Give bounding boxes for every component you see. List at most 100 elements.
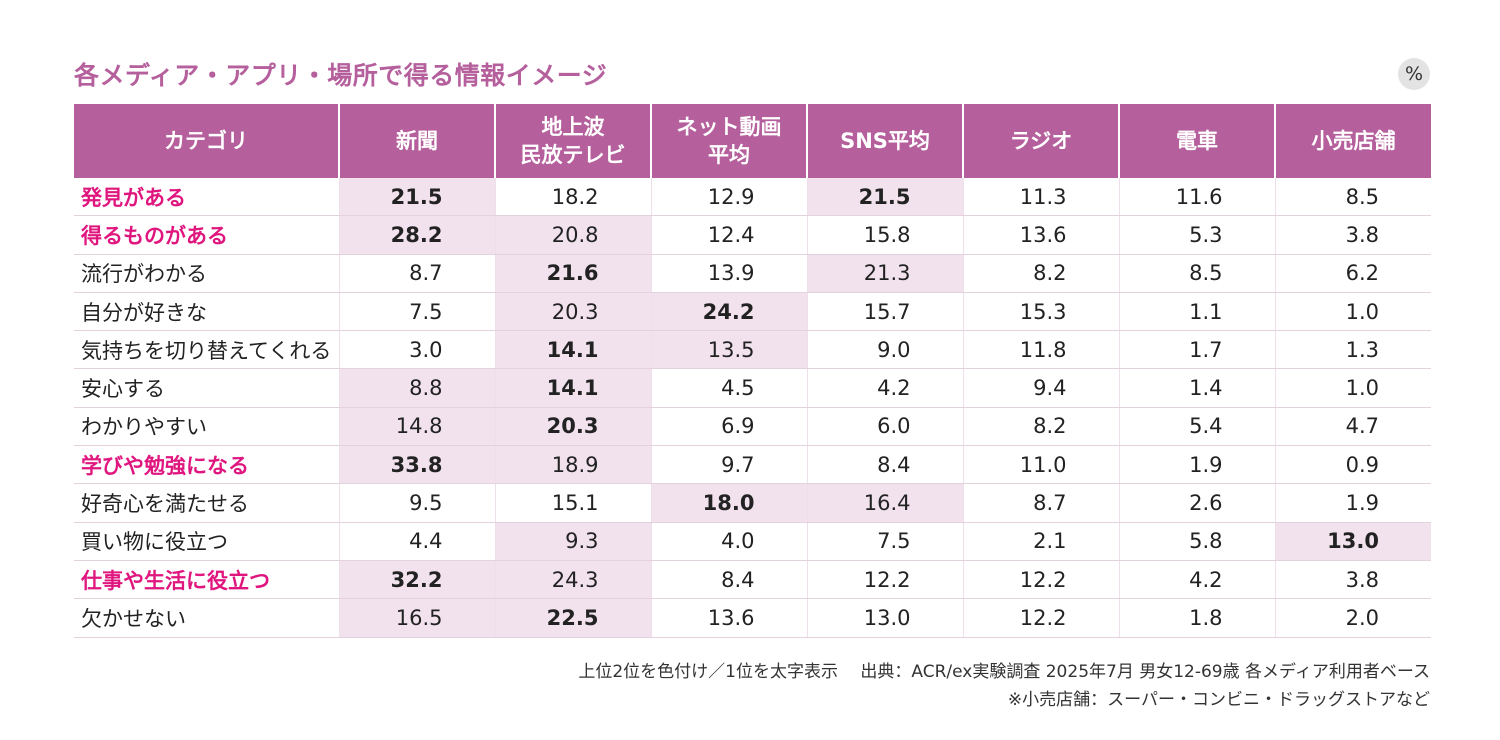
table-cell-value: 1.1 — [1118, 292, 1275, 332]
table-cell-value: 8.7 — [962, 483, 1119, 523]
table-cell-value: 8.5 — [1274, 178, 1431, 217]
note-source: 上位2位を色付け／1位を太字表示 出典：ACR/ex実験調査 2025年7月 男… — [578, 662, 1430, 682]
table-cell-value: 1.3 — [1274, 330, 1431, 370]
table-cell-value: 15.1 — [494, 483, 651, 523]
table-cell-value: 18.9 — [494, 445, 651, 485]
table-cell-value: 12.2 — [806, 560, 963, 600]
table-cell-value: 12.2 — [962, 598, 1119, 638]
table-cell-value: 5.3 — [1118, 215, 1275, 255]
table-cell-value: 33.8 — [338, 445, 495, 485]
row-category-label: 買い物に役立つ — [74, 522, 339, 561]
table-cell-value: 1.7 — [1118, 330, 1275, 370]
table-cell-value: 15.8 — [806, 215, 963, 255]
table-row: 得るものがある 28.2 20.8 12.4 15.8 13.6 5.3 3.8 — [74, 215, 1431, 255]
row-category-label: 得るものがある — [74, 215, 339, 255]
table-cell-value: 6.9 — [650, 407, 807, 447]
table-cell-value: 13.5 — [650, 330, 807, 370]
table-cell-value: 18.0 — [650, 483, 807, 523]
table-cell-value: 2.6 — [1118, 483, 1275, 523]
table-row: 仕事や生活に役立つ 32.2 24.3 8.4 12.2 12.2 4.2 3.8 — [74, 560, 1431, 600]
table-cell-value: 16.5 — [338, 598, 495, 638]
table-cell-value: 20.3 — [494, 407, 651, 447]
unit-badge: % — [1398, 58, 1430, 90]
row-category-label: 発見がある — [74, 178, 339, 217]
table-cell-value: 3.8 — [1274, 215, 1431, 255]
table-cell-value: 8.2 — [962, 254, 1119, 293]
table-cell-value: 9.4 — [962, 368, 1119, 408]
table-cell-value: 21.5 — [806, 178, 963, 217]
table-cell-value: 16.4 — [806, 483, 963, 523]
row-category-label: 流行がわかる — [74, 254, 339, 293]
table-cell-value: 6.0 — [806, 407, 963, 447]
table-cell-value: 21.6 — [494, 254, 651, 293]
table-cell-value: 11.3 — [962, 178, 1119, 217]
row-category-label: 仕事や生活に役立つ — [74, 560, 339, 600]
table-cell-value: 8.7 — [338, 254, 495, 293]
header-train: 電車 — [1118, 104, 1275, 178]
table-cell-value: 24.3 — [494, 560, 651, 600]
table-cell-value: 13.6 — [650, 598, 807, 638]
row-category-label: 欠かせない — [74, 598, 339, 638]
table-cell-value: 21.3 — [806, 254, 963, 293]
table-cell-value: 8.2 — [962, 407, 1119, 447]
table-cell-value: 9.3 — [494, 522, 651, 561]
table-cell-value: 12.9 — [650, 178, 807, 217]
table-row: 買い物に役立つ 4.4 9.3 4.0 7.5 2.1 5.8 13.0 — [74, 522, 1431, 561]
header-net-video: ネット動画 平均 — [650, 104, 807, 178]
header-category: カテゴリ — [74, 104, 339, 178]
table-cell-value: 8.8 — [338, 368, 495, 408]
table-cell-value: 8.4 — [650, 560, 807, 600]
table-cell-value: 2.0 — [1274, 598, 1431, 638]
row-category-label: 学びや勉強になる — [74, 445, 339, 485]
header-sns: SNS平均 — [806, 104, 963, 178]
table-body: 発見がある 21.5 18.2 12.9 21.5 11.3 11.6 8.5 得るものがある 2… — [74, 178, 1431, 638]
table-cell-value: 22.5 — [494, 598, 651, 638]
table-row: 流行がわかる 8.7 21.6 13.9 21.3 8.2 8.5 6.2 — [74, 254, 1431, 293]
row-category-label: 気持ちを切り替えてくれる — [74, 330, 339, 370]
header-terrestrial-tv: 地上波 民放テレビ — [494, 104, 651, 178]
row-category-label: 好奇心を満たせる — [74, 483, 339, 523]
table-cell-value: 1.0 — [1274, 292, 1431, 332]
table-cell-value: 9.5 — [338, 483, 495, 523]
table-row: 欠かせない 16.5 22.5 13.6 13.0 12.2 1.8 2.0 — [74, 598, 1431, 638]
row-category-label: わかりやすい — [74, 407, 339, 447]
table-row: 学びや勉強になる 33.8 18.9 9.7 8.4 11.0 1.9 0.9 — [74, 445, 1431, 485]
table-cell-value: 4.2 — [806, 368, 963, 408]
header-newspaper: 新聞 — [338, 104, 495, 178]
table-cell-value: 2.1 — [962, 522, 1119, 561]
table-cell-value: 4.4 — [338, 522, 495, 561]
table-cell-value: 11.0 — [962, 445, 1119, 485]
table-cell-value: 20.3 — [494, 292, 651, 332]
chart-title: 各メディア・アプリ・場所で得る情報イメージ — [74, 61, 608, 90]
table-cell-value: 18.2 — [494, 178, 651, 217]
table-cell-value: 1.9 — [1274, 483, 1431, 523]
table-row: 自分が好きな 7.5 20.3 24.2 15.7 15.3 1.1 1.0 — [74, 292, 1431, 332]
table-cell-value: 20.8 — [494, 215, 651, 255]
table-cell-value: 14.8 — [338, 407, 495, 447]
table-cell-value: 13.9 — [650, 254, 807, 293]
table-cell-value: 4.2 — [1118, 560, 1275, 600]
table-row: 発見がある 21.5 18.2 12.9 21.5 11.3 11.6 8.5 — [74, 178, 1431, 217]
table-cell-value: 7.5 — [338, 292, 495, 332]
table-cell-value: 12.4 — [650, 215, 807, 255]
table-cell-value: 0.9 — [1274, 445, 1431, 485]
table-cell-value: 1.4 — [1118, 368, 1275, 408]
table-header-row: カテゴリ 新聞 地上波 民放テレビ ネット動画 平均 SNS平均 ラジオ 電車 … — [74, 104, 1431, 178]
data-table: カテゴリ 新聞 地上波 民放テレビ ネット動画 平均 SNS平均 ラジオ 電車 … — [74, 104, 1431, 638]
table-cell-value: 1.0 — [1274, 368, 1431, 408]
table-cell-value: 14.1 — [494, 368, 651, 408]
table-cell-value: 24.2 — [650, 292, 807, 332]
header-radio: ラジオ — [962, 104, 1119, 178]
table-cell-value: 5.4 — [1118, 407, 1275, 447]
table-cell-value: 12.2 — [962, 560, 1119, 600]
table-row: 気持ちを切り替えてくれる 3.0 14.1 13.5 9.0 11.8 1.7 1.3 — [74, 330, 1431, 370]
table-cell-value: 5.8 — [1118, 522, 1275, 561]
table-cell-value: 1.8 — [1118, 598, 1275, 638]
table-cell-value: 13.6 — [962, 215, 1119, 255]
row-category-label: 安心する — [74, 368, 339, 408]
note-retail: ※小売店舗：スーパー・コンビニ・ドラッグストアなど — [1007, 690, 1430, 710]
table-cell-value: 6.2 — [1274, 254, 1431, 293]
header-retail: 小売店舗 — [1274, 104, 1431, 178]
table-cell-value: 9.0 — [806, 330, 963, 370]
table-cell-value: 4.0 — [650, 522, 807, 561]
